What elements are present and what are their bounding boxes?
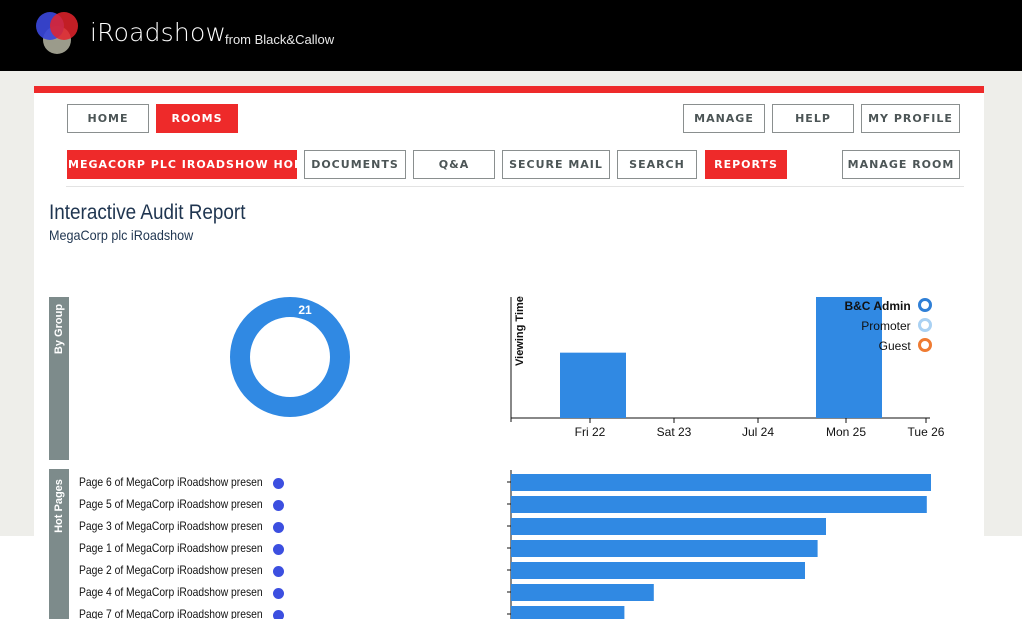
legend-ring-admin-icon — [918, 298, 932, 312]
hot-page-item[interactable]: Page 7 of MegaCorp iRoadshow presen — [79, 607, 289, 619]
hot-page-dot-icon — [273, 610, 284, 619]
nav-divider — [66, 186, 964, 187]
chart-legend: B&C Admin Promoter Guest — [820, 297, 932, 357]
nav-manage-button[interactable]: MANAGE — [683, 104, 765, 133]
legend-item-guest[interactable]: Guest — [879, 338, 932, 354]
hot-page-item[interactable]: Page 6 of MegaCorp iRoadshow presen — [79, 475, 289, 493]
hot-page-dot-icon — [273, 478, 284, 489]
documents-button[interactable]: DOCUMENTS — [304, 150, 406, 179]
hot-page-label: Page 3 of MegaCorp iRoadshow presen — [79, 519, 263, 533]
hot-page-label: Page 6 of MegaCorp iRoadshow presen — [79, 475, 263, 489]
hot-page-dot-icon — [273, 588, 284, 599]
page-subtitle: MegaCorp plc iRoadshow — [49, 227, 194, 243]
legend-item-promoter[interactable]: Promoter — [861, 318, 932, 334]
nav-my-profile-button[interactable]: MY PROFILE — [861, 104, 960, 133]
legend-label-admin: B&C Admin — [844, 299, 911, 313]
viewing-time-axis-label: Viewing Time — [514, 296, 526, 366]
hot-page-dot-icon — [273, 544, 284, 555]
by-group-label: By Group — [53, 303, 65, 355]
hot-page-item[interactable]: Page 3 of MegaCorp iRoadshow presen — [79, 519, 289, 537]
hot-page-dot-icon — [273, 500, 284, 511]
hot-page-label: Page 7 of MegaCorp iRoadshow presen — [79, 607, 263, 619]
hot-pages-tab: Hot Pages — [49, 469, 69, 619]
secure-mail-button[interactable]: SECURE MAIL — [502, 150, 610, 179]
legend-label-promoter: Promoter — [861, 319, 911, 333]
top-bar: iRoadshow from Black&Callow — [0, 0, 1022, 71]
search-button[interactable]: SEARCH — [617, 150, 697, 179]
iroadshow-logo-icon — [36, 12, 78, 54]
nav-rooms-button[interactable]: ROOMS — [156, 104, 238, 133]
brand-name: iRoadshow — [90, 18, 227, 47]
hot-page-dot-icon — [273, 566, 284, 577]
hot-page-label: Page 4 of MegaCorp iRoadshow presen — [79, 585, 263, 599]
hot-page-item[interactable]: Page 5 of MegaCorp iRoadshow presen — [79, 497, 289, 515]
hot-page-label: Page 1 of MegaCorp iRoadshow presen — [79, 541, 263, 555]
reports-button[interactable]: REPORTS — [705, 150, 787, 179]
legend-ring-promoter-icon — [918, 318, 932, 332]
manage-room-button[interactable]: MANAGE ROOM — [842, 150, 960, 179]
nav-home-button[interactable]: HOME — [67, 104, 149, 133]
hot-page-item[interactable]: Page 2 of MegaCorp iRoadshow presen — [79, 563, 289, 581]
brand-tagline: from Black&Callow — [225, 32, 335, 47]
hot-page-label: Page 2 of MegaCorp iRoadshow presen — [79, 563, 263, 577]
hot-page-label: Page 5 of MegaCorp iRoadshow presen — [79, 497, 263, 511]
by-group-tab: By Group — [49, 297, 69, 460]
qa-button[interactable]: Q&A — [413, 150, 495, 179]
nav-help-button[interactable]: HELP — [772, 104, 854, 133]
hot-pages-label: Hot Pages — [53, 479, 65, 533]
legend-label-guest: Guest — [878, 339, 911, 353]
legend-item-admin[interactable]: B&C Admin — [844, 298, 932, 314]
hot-page-item[interactable]: Page 1 of MegaCorp iRoadshow presen — [79, 541, 289, 559]
legend-ring-guest-icon — [918, 338, 932, 352]
room-home-button[interactable]: MEGACORP PLC IROADSHOW HOME — [67, 150, 313, 179]
page-title: Interactive Audit Report — [49, 201, 246, 224]
hot-page-dot-icon — [273, 522, 284, 533]
hot-page-item[interactable]: Page 4 of MegaCorp iRoadshow presen — [79, 585, 289, 603]
